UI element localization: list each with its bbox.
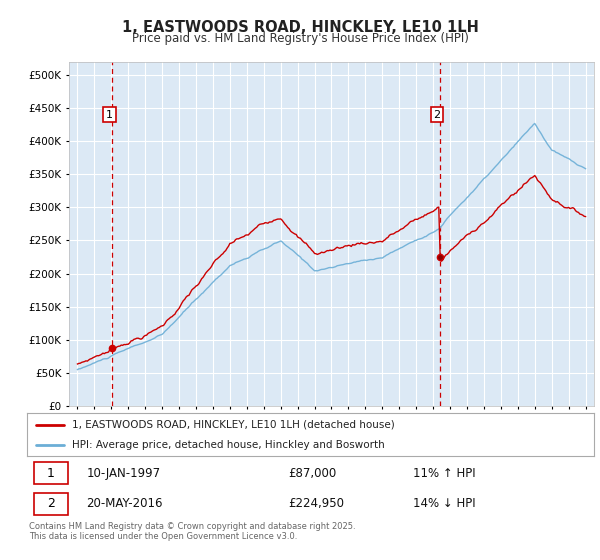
- Text: 1: 1: [106, 110, 113, 120]
- Bar: [34, 462, 68, 484]
- Text: 10-JAN-1997: 10-JAN-1997: [86, 467, 161, 480]
- Text: 2: 2: [433, 110, 440, 120]
- Text: 20-MAY-2016: 20-MAY-2016: [86, 497, 163, 510]
- Text: 11% ↑ HPI: 11% ↑ HPI: [413, 467, 475, 480]
- Text: Contains HM Land Registry data © Crown copyright and database right 2025.
This d: Contains HM Land Registry data © Crown c…: [29, 522, 355, 542]
- Text: Price paid vs. HM Land Registry's House Price Index (HPI): Price paid vs. HM Land Registry's House …: [131, 32, 469, 45]
- Text: 1: 1: [47, 467, 55, 480]
- Text: 2: 2: [47, 497, 55, 510]
- Text: 14% ↓ HPI: 14% ↓ HPI: [413, 497, 475, 510]
- Text: HPI: Average price, detached house, Hinckley and Bosworth: HPI: Average price, detached house, Hinc…: [73, 440, 385, 450]
- Bar: [34, 493, 68, 515]
- Text: £87,000: £87,000: [288, 467, 336, 480]
- Text: 1, EASTWOODS ROAD, HINCKLEY, LE10 1LH (detached house): 1, EASTWOODS ROAD, HINCKLEY, LE10 1LH (d…: [73, 419, 395, 430]
- Text: 1, EASTWOODS ROAD, HINCKLEY, LE10 1LH: 1, EASTWOODS ROAD, HINCKLEY, LE10 1LH: [122, 20, 478, 35]
- Text: £224,950: £224,950: [288, 497, 344, 510]
